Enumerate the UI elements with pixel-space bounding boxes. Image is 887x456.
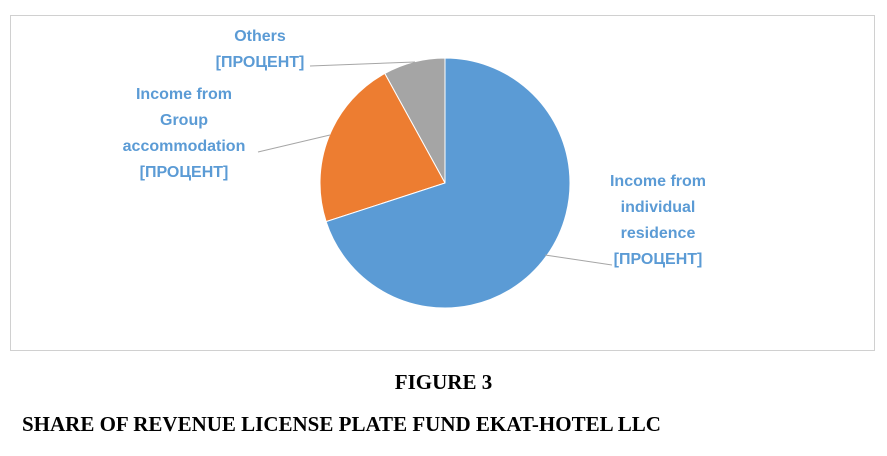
leader-line [544, 254, 613, 266]
figure-number: FIGURE 3 [394, 370, 493, 394]
category-label: Income from individual residence [609, 173, 706, 242]
value-label: [ПРОЦЕНТ] [139, 164, 229, 181]
leader-line [309, 61, 416, 67]
pie-slice [319, 72, 446, 223]
value-label: [ПРОЦЕНТ] [215, 54, 305, 71]
slice-label: Income from Group accommodation [ПРОЦЕНТ] [116, 82, 252, 186]
category-label: Income from Group accommodation [122, 86, 246, 155]
slice-label: Income from individual residence [ПРОЦЕНТ… [590, 169, 726, 273]
value-label: [ПРОЦЕНТ] [613, 251, 703, 268]
chart-area [10, 15, 875, 351]
leader-line [257, 134, 331, 153]
pie-slice [325, 57, 571, 309]
slice-label: Others [ПРОЦЕНТ] [192, 24, 328, 76]
category-label: Others [234, 28, 286, 45]
figure-title: SHARE OF REVENUE LICENSE PLATE FUND EKAT… [22, 412, 661, 436]
